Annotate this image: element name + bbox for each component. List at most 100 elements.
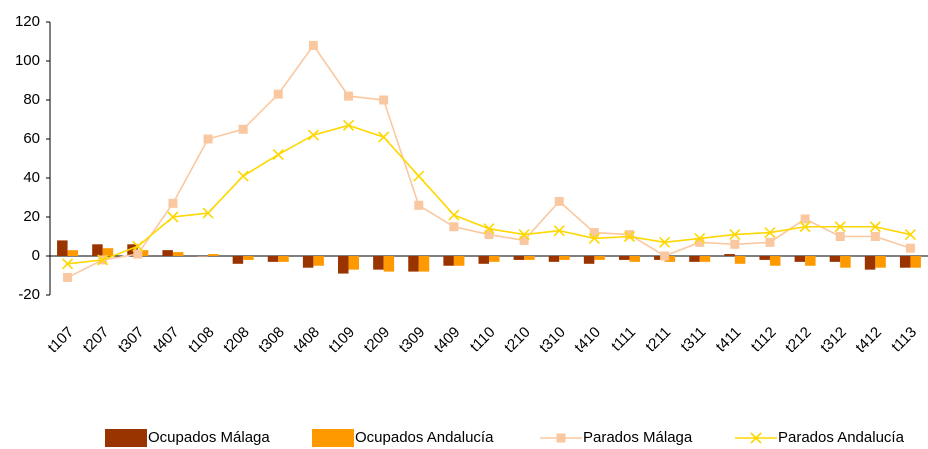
x-tick-label: t112 bbox=[748, 324, 780, 356]
x-tick-label: t107 bbox=[45, 324, 78, 357]
x-tick-label: t311 bbox=[677, 324, 709, 356]
bar bbox=[629, 256, 640, 262]
legend-swatch bbox=[105, 429, 147, 447]
bar bbox=[583, 256, 595, 264]
bar bbox=[162, 250, 173, 256]
bar bbox=[875, 256, 886, 268]
marker bbox=[869, 221, 881, 233]
marker bbox=[378, 131, 390, 143]
x-tick-label: t409 bbox=[431, 324, 464, 357]
bar bbox=[794, 256, 806, 262]
legend-label: Parados Málaga bbox=[583, 429, 693, 446]
bar bbox=[418, 256, 430, 272]
legend-swatch bbox=[312, 429, 354, 447]
y-tick-label: 40 bbox=[23, 169, 40, 186]
marker bbox=[238, 124, 248, 134]
marker bbox=[624, 230, 634, 240]
x-tick-label: t309 bbox=[396, 324, 429, 357]
y-tick-label: 100 bbox=[15, 52, 40, 69]
x-tick-label: t207 bbox=[80, 324, 113, 357]
marker bbox=[168, 198, 178, 208]
marker bbox=[588, 232, 600, 245]
bar bbox=[278, 256, 289, 262]
x-tick-label: t211 bbox=[642, 324, 674, 356]
x-tick-label: t208 bbox=[220, 324, 253, 357]
marker bbox=[553, 225, 565, 237]
bar bbox=[524, 256, 535, 260]
marker bbox=[237, 170, 249, 182]
marker bbox=[764, 227, 776, 239]
bar bbox=[67, 250, 79, 256]
line bbox=[67, 44, 911, 279]
marker bbox=[905, 243, 915, 253]
x-tick-label: t411 bbox=[713, 324, 745, 356]
bar bbox=[513, 256, 525, 260]
marker bbox=[623, 230, 636, 243]
x-tick-label: t111 bbox=[608, 324, 639, 355]
bar bbox=[829, 256, 841, 262]
x-tick-label: t408 bbox=[290, 324, 323, 357]
legend-marker bbox=[556, 433, 566, 443]
marker bbox=[695, 237, 705, 247]
marker bbox=[518, 228, 530, 241]
bar bbox=[232, 256, 244, 264]
marker bbox=[167, 211, 179, 223]
bar bbox=[910, 256, 921, 268]
bar bbox=[864, 256, 876, 270]
y-tick-label: 120 bbox=[15, 13, 40, 30]
bar bbox=[137, 250, 149, 256]
bar bbox=[734, 256, 746, 264]
bar bbox=[267, 256, 279, 262]
bar bbox=[769, 256, 781, 266]
legend-label: Ocupados Málaga bbox=[148, 429, 270, 446]
x-tick-label: t108 bbox=[185, 324, 218, 357]
x-tick-label: t407 bbox=[150, 324, 183, 357]
legend-label: Ocupados Andalucía bbox=[355, 429, 494, 446]
x-tick-label: t109 bbox=[325, 324, 358, 357]
marker bbox=[589, 228, 599, 238]
x-tick-label: t307 bbox=[115, 324, 148, 357]
marker bbox=[132, 240, 144, 252]
marker bbox=[484, 230, 494, 240]
bar bbox=[57, 240, 68, 256]
bar bbox=[172, 252, 184, 256]
bar bbox=[102, 248, 114, 256]
marker bbox=[660, 251, 670, 261]
marker bbox=[835, 232, 845, 241]
bar bbox=[654, 256, 665, 260]
bar bbox=[489, 256, 500, 262]
bar bbox=[594, 256, 605, 260]
x-tick-label: t110 bbox=[467, 324, 499, 356]
bar bbox=[383, 256, 395, 272]
marker bbox=[870, 232, 880, 241]
bar bbox=[373, 256, 384, 270]
bar bbox=[197, 256, 209, 257]
marker bbox=[273, 89, 283, 99]
bar bbox=[92, 244, 103, 256]
marker bbox=[344, 91, 354, 101]
y-tick-label: 0 bbox=[32, 247, 40, 264]
marker bbox=[765, 237, 775, 247]
marker bbox=[97, 254, 109, 266]
bar bbox=[338, 256, 349, 274]
bar bbox=[899, 256, 911, 268]
x-tick-label: t210 bbox=[501, 324, 534, 357]
bar bbox=[208, 254, 219, 256]
bar bbox=[348, 256, 360, 270]
bar bbox=[559, 256, 570, 260]
line bbox=[67, 124, 911, 265]
marker bbox=[800, 214, 810, 224]
legend-label: Parados Andalucía bbox=[778, 429, 905, 446]
bar bbox=[759, 256, 770, 260]
marker bbox=[203, 134, 213, 144]
marker bbox=[61, 258, 74, 270]
marker bbox=[799, 221, 811, 233]
bar bbox=[408, 256, 419, 272]
x-tick-label: t212 bbox=[782, 324, 815, 357]
y-tick-label: 20 bbox=[23, 208, 40, 225]
y-tick-label: -20 bbox=[18, 286, 40, 303]
marker bbox=[342, 119, 355, 131]
marker bbox=[519, 235, 529, 245]
bar bbox=[840, 256, 851, 268]
bar bbox=[302, 256, 314, 268]
